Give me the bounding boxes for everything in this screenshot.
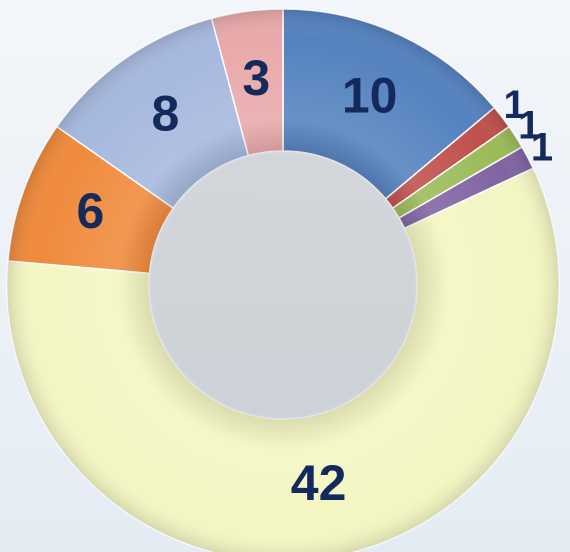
data-label: 1 (504, 83, 526, 127)
data-label: 3 (242, 50, 270, 106)
data-label: 1 (531, 126, 553, 170)
data-label: 10 (342, 67, 398, 123)
data-label: 1 (518, 104, 540, 148)
data-label: 6 (76, 183, 104, 239)
data-label: 42 (291, 455, 347, 511)
data-label: 8 (152, 85, 180, 141)
labels: 10 111 42 68 3 (76, 50, 553, 511)
slices (6, 8, 560, 552)
